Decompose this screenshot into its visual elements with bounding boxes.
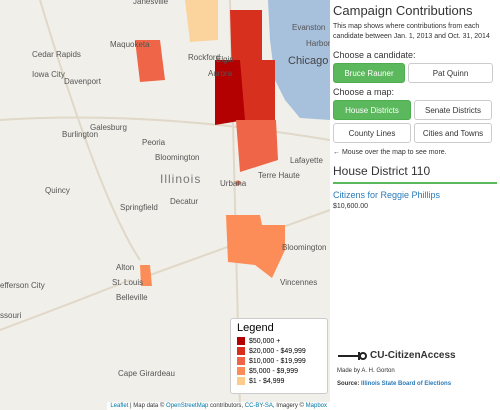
legend-item: $20,000 - $49,999 xyxy=(237,346,327,356)
map-buttons: House Districts Senate Districts County Li… xyxy=(333,100,497,143)
map-button[interactable]: County Lines xyxy=(333,123,411,143)
place-label: Bloomington xyxy=(282,243,326,252)
attribution-link[interactable]: OpenStreetMap xyxy=(166,403,209,409)
place-label: Urbana xyxy=(220,179,247,188)
legend: Legend $50,000 + $20,000 - $49,999 $10,000… xyxy=(230,318,328,394)
legend-label: $20,000 - $49,999 xyxy=(249,347,306,355)
source-label: Source: xyxy=(337,381,362,387)
legend-label: $10,000 - $19,999 xyxy=(249,357,306,365)
place-label: Harbor xyxy=(306,39,330,48)
district xyxy=(185,0,218,42)
district xyxy=(140,265,152,286)
description: This map shows where contributions from … xyxy=(333,23,490,40)
place-label: Davenport xyxy=(64,77,102,86)
amount: $10,600.00 xyxy=(333,203,369,210)
committee-link[interactable]: Citizens for Reggie Phillips xyxy=(333,190,441,200)
place-label: Iowa City xyxy=(32,70,65,79)
panel-title: Campaign Contributions xyxy=(333,3,473,18)
place-label: ssouri xyxy=(0,311,22,320)
attribution-link[interactable]: CC-BY-SA xyxy=(244,403,273,409)
logo: CU-CitizenAccess xyxy=(337,350,456,361)
legend-title: Legend xyxy=(237,322,274,334)
place-label: Galesburg xyxy=(90,123,127,132)
candidate-prompt: Choose a candidate: xyxy=(333,50,416,60)
legend-swatch xyxy=(237,377,245,385)
legend-swatch xyxy=(237,337,245,345)
district xyxy=(226,215,285,278)
map-button[interactable]: Cities and Towns xyxy=(414,123,492,143)
place-label: Evanston xyxy=(292,23,325,32)
district xyxy=(236,120,278,172)
attribution-text: , Imagery © xyxy=(272,403,306,409)
legend-swatch xyxy=(237,367,245,375)
place-label: Lafayette xyxy=(290,156,323,165)
legend-item: $50,000 + xyxy=(237,336,327,346)
map-prompt: Choose a map: xyxy=(333,87,395,97)
district-title: House District 110 xyxy=(333,164,497,184)
district xyxy=(215,60,245,125)
logo-text: CU-CitizenAccess xyxy=(370,350,456,361)
place-label: Maquoketa xyxy=(110,40,150,49)
place-label: Illinois xyxy=(160,172,201,186)
candidate-button[interactable]: Pat Quinn xyxy=(408,63,493,83)
place-label: Springfield xyxy=(120,203,158,212)
place-label: Chicago xyxy=(288,55,328,67)
place-label: Decatur xyxy=(170,197,198,206)
lake xyxy=(268,0,330,120)
attribution-link[interactable]: Leaflet xyxy=(110,403,129,409)
candidate-buttons: Bruce Rauner Pat Quinn xyxy=(333,63,497,83)
place-label: Janesville xyxy=(133,0,169,6)
place-label: St. Louis xyxy=(112,278,143,287)
source: Source: Illinois State Board of Election… xyxy=(337,381,451,387)
source-link[interactable]: Illinois State Board of Elections xyxy=(361,381,452,387)
hint: ← Mouse over the map to see more. xyxy=(333,149,447,156)
legend-label: $5,000 - $9,999 xyxy=(249,367,299,375)
district xyxy=(235,180,241,186)
district xyxy=(135,40,165,82)
attribution-text: | Map data © xyxy=(128,403,167,409)
place-label: Terre Haute xyxy=(258,171,300,180)
place-label: Quincy xyxy=(45,186,70,195)
place-label: Burlington xyxy=(62,130,98,139)
legend-item: $5,000 - $9,999 xyxy=(237,366,327,376)
place-label: Vincennes xyxy=(280,278,317,287)
legend-swatch xyxy=(237,357,245,365)
place-label: Elgin xyxy=(216,55,234,64)
legend-label: $50,000 + xyxy=(249,337,281,345)
attribution: Leaflet | Map data © OpenStreetMap contr… xyxy=(107,402,330,410)
map-button[interactable]: Senate Districts xyxy=(414,100,492,120)
key-icon xyxy=(338,351,367,360)
place-label: Peoria xyxy=(142,138,166,147)
map-button[interactable]: House Districts xyxy=(333,100,411,120)
place-label: Cedar Rapids xyxy=(32,50,81,59)
place-label: Belleville xyxy=(116,293,148,302)
side-panel: Campaign Contributions This map shows wh… xyxy=(333,0,497,410)
attribution-text: contributors, xyxy=(208,403,245,409)
place-label: Cape Girardeau xyxy=(118,369,175,378)
legend-item: $1 - $4,999 xyxy=(237,376,327,386)
place-label: Bloomington xyxy=(155,153,199,162)
place-label: efferson City xyxy=(0,281,45,290)
legend-swatch xyxy=(237,347,245,355)
place-label: Alton xyxy=(116,263,134,272)
legend-item: $10,000 - $19,999 xyxy=(237,356,327,366)
place-label: Aurora xyxy=(208,69,233,78)
candidate-button[interactable]: Bruce Rauner xyxy=(333,63,405,83)
credit: Made by A. H. Gorton xyxy=(337,368,395,374)
legend-label: $1 - $4,999 xyxy=(249,377,285,385)
attribution-link[interactable]: Mapbox xyxy=(305,403,327,409)
place-label: Rockford xyxy=(188,53,220,62)
